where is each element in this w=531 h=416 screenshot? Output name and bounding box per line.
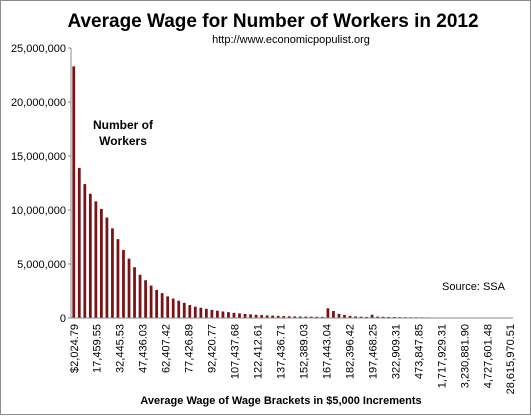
bar [298, 316, 302, 318]
bar [271, 315, 275, 318]
bar [122, 249, 125, 318]
bar [337, 313, 341, 318]
bar [354, 316, 357, 318]
bar [359, 316, 363, 318]
x-tick-label: 182,396.42 [344, 324, 356, 379]
bar [204, 308, 208, 318]
bar [381, 316, 385, 318]
bar [149, 285, 153, 318]
bar [155, 289, 159, 318]
x-axis-title: Average Wage of Wage Brackets in $5,000 … [140, 395, 421, 407]
x-tick-label: 4,727,601.48 [482, 324, 494, 388]
bar [193, 306, 197, 318]
bar [309, 316, 313, 318]
bar [282, 316, 286, 318]
bar [260, 315, 263, 318]
bar [376, 316, 380, 318]
bar [232, 312, 236, 318]
series-label-line-2: Workers [99, 134, 147, 148]
bar [332, 310, 335, 318]
bar [94, 201, 98, 318]
bar [105, 217, 109, 318]
y-axis-ticks: 0 5,000,000 10,000,000 15,000,000 20,000,000… [11, 43, 71, 325]
bar [83, 184, 87, 318]
bar [365, 316, 368, 318]
x-tick-label: 107,437.68 [230, 324, 242, 379]
bar [182, 302, 186, 318]
x-tick-label: $2,024.79 [69, 324, 81, 373]
x-tick-label: 167,443.04 [321, 324, 333, 379]
series-label-line-1: Number of [93, 118, 154, 132]
bar [144, 280, 147, 318]
bar [326, 308, 330, 318]
x-tick-label: 47,436.03 [138, 324, 150, 373]
bar [160, 293, 164, 318]
bar [72, 66, 76, 318]
y-tick-label: 0 [60, 313, 66, 325]
bar [254, 314, 258, 318]
bar [199, 307, 203, 318]
bar [276, 315, 280, 318]
bar [127, 258, 131, 318]
bar [343, 314, 346, 318]
x-tick-label: 92,420.77 [207, 324, 219, 373]
bar [166, 296, 170, 318]
bar [177, 300, 181, 318]
bar [88, 193, 92, 318]
bar [227, 312, 230, 318]
bar [210, 309, 214, 318]
y-tick-label: 20,000,000 [11, 97, 66, 109]
bar [116, 239, 120, 318]
bar [293, 316, 297, 318]
bar [370, 314, 374, 318]
x-axis-tick-labels: $2,024.79 17,459.55 32,445.53 47,436.03 62,4… [69, 324, 517, 394]
x-tick-label: 473,847.85 [413, 324, 425, 379]
x-tick-label: 28,615,970.51 [505, 324, 517, 394]
y-tick-label: 10,000,000 [11, 205, 66, 217]
bar [216, 310, 219, 318]
bar [238, 313, 241, 318]
y-tick-label: 25,000,000 [11, 43, 66, 55]
x-tick-label: 17,459.55 [92, 324, 104, 373]
bars [72, 66, 512, 319]
bar [188, 305, 192, 318]
chart-subtitle: http://www.economicpopulist.org [212, 34, 370, 46]
x-tick-label: 122,412.61 [253, 324, 265, 379]
bar [171, 298, 175, 318]
x-tick-label: 62,407.42 [161, 324, 173, 373]
bar [111, 228, 114, 318]
y-tick-label: 15,000,000 [11, 151, 66, 163]
bar [348, 315, 352, 318]
x-tick-label: 32,445.53 [115, 324, 127, 373]
bar [315, 316, 319, 318]
bar [265, 315, 269, 318]
bar [100, 208, 103, 318]
bar [249, 314, 252, 318]
bar [221, 311, 225, 318]
bar [77, 167, 81, 318]
bar [243, 313, 247, 318]
bar [133, 267, 136, 318]
chart-title: Average Wage for Number of Workers in 20… [67, 11, 478, 32]
bar [387, 316, 391, 318]
source-note: Source: SSA [442, 281, 506, 293]
x-tick-label: 322,909.31 [390, 324, 402, 379]
x-tick-label: 77,426.89 [184, 324, 196, 373]
bar [287, 316, 291, 318]
bar [138, 274, 142, 318]
x-tick-label: 197,468.25 [367, 324, 379, 379]
x-tick-label: 137,436.71 [276, 324, 288, 379]
bar [304, 316, 308, 318]
y-tick-label: 5,000,000 [17, 259, 66, 271]
x-tick-label: 1,717,929.31 [436, 324, 448, 388]
bar [321, 316, 324, 318]
x-tick-label: 152,389.03 [298, 324, 310, 379]
x-tick-label: 3,230,881.90 [459, 324, 471, 388]
